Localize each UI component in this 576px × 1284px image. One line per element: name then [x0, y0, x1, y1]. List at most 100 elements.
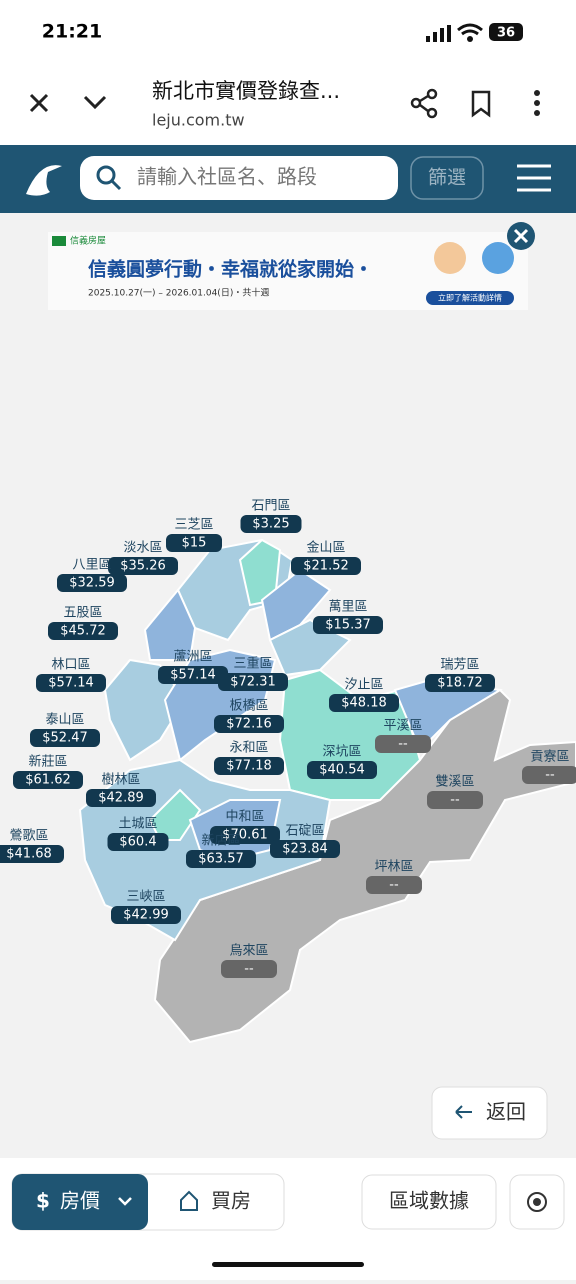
district-label[interactable]: 樹林區 $42.89 — [86, 773, 156, 808]
district-name: 蘆洲區 — [173, 650, 212, 665]
district-area[interactable] — [260, 568, 332, 642]
district-label[interactable]: 汐止區 $48.18 — [329, 677, 399, 713]
price-pill — [425, 674, 495, 692]
district-label[interactable]: 板橋區 $72.16 — [214, 699, 284, 734]
district-label[interactable]: 泰山區 $52.47 — [30, 713, 100, 748]
district-name: 三重區 — [233, 656, 272, 672]
price-pill — [221, 960, 277, 978]
buy-icon — [180, 1190, 198, 1211]
district-label[interactable]: 坪林區 -- — [366, 860, 422, 895]
back-label: 返回 — [486, 1100, 526, 1124]
hamburger[interactable] — [517, 164, 551, 192]
district-price: $72.16 — [226, 717, 272, 732]
district-label[interactable]: 鶯歌區 $41.68 — [0, 829, 64, 864]
district-label[interactable]: 林口區 $57.14 — [36, 658, 106, 693]
logo[interactable] — [26, 165, 62, 196]
price-pill — [210, 826, 280, 844]
district-label[interactable]: 中和區 $70.61 — [210, 810, 280, 845]
top-bar — [0, 0, 576, 145]
back-button[interactable] — [431, 1086, 548, 1140]
brand-mark — [52, 236, 66, 246]
district-name: 金山區 — [306, 540, 345, 556]
price-pill — [57, 574, 127, 592]
district-price: $77.18 — [226, 759, 272, 774]
buy-label: 買房 — [211, 1189, 251, 1213]
district-label[interactable]: 深坑區 $40.54 — [307, 745, 377, 780]
district-label[interactable]: 三重區 $72.31 — [218, 656, 288, 692]
price-pill — [107, 833, 169, 851]
expand[interactable] — [83, 95, 107, 110]
district-label[interactable]: 新莊區 $61.62 — [13, 754, 83, 790]
district-label[interactable]: 新店區 $63.57 — [186, 833, 256, 869]
share[interactable] — [410, 88, 438, 119]
district-label[interactable]: 石碇區 $23.84 — [270, 824, 340, 859]
district-label[interactable]: 蘆洲區 $57.14 — [158, 650, 228, 685]
district-area[interactable] — [238, 538, 282, 607]
district-price: $40.54 — [319, 763, 365, 778]
district-label[interactable]: 石門區 $3.25 — [240, 499, 302, 534]
district-price: $42.99 — [123, 908, 169, 923]
area-data-button[interactable] — [361, 1174, 497, 1230]
district-label[interactable]: 五股區 $45.72 — [48, 606, 118, 641]
district-label[interactable]: 瑞芳區 $18.72 — [425, 658, 495, 693]
battery-level: 36 — [497, 26, 515, 41]
district-name: 泰山區 — [45, 713, 84, 728]
district-name: 新店區 — [201, 833, 240, 849]
district-price: $60.4 — [119, 835, 156, 850]
district-area[interactable] — [143, 588, 197, 661]
district-label[interactable]: 淡水區 $35.26 — [108, 541, 178, 576]
district-price: $42.89 — [98, 791, 144, 806]
price-pill — [214, 715, 284, 733]
price-pill — [366, 876, 422, 894]
district-price: -- — [398, 737, 408, 752]
district-price: $3.25 — [252, 517, 289, 532]
district-label[interactable]: 雙溪區 -- — [427, 775, 483, 810]
price-pill — [108, 557, 178, 575]
district-name: 八里區 — [72, 558, 111, 573]
district-price: -- — [545, 768, 555, 783]
bookmark[interactable] — [471, 90, 491, 118]
district-price: $63.57 — [198, 852, 244, 867]
price-pill — [30, 729, 100, 747]
district-label[interactable]: 萬里區 $15.37 — [313, 600, 383, 635]
district-label[interactable]: 貢寮區 -- — [522, 749, 576, 785]
district-name: 三峽區 — [126, 890, 165, 905]
district-label[interactable]: 八里區 $32.59 — [57, 558, 127, 593]
district-price: $18.72 — [437, 676, 483, 691]
district-name: 深坑區 — [322, 745, 361, 760]
price-icon: $ — [36, 1189, 50, 1213]
price-pill — [166, 534, 222, 552]
close-tab[interactable] — [29, 93, 49, 113]
district-name: 新莊區 — [28, 754, 67, 770]
district-price: $72.31 — [230, 675, 276, 690]
district-label[interactable]: 金山區 $21.52 — [291, 540, 361, 576]
map — [78, 538, 576, 1044]
district-label[interactable]: 土城區 $60.4 — [107, 817, 169, 852]
district-label[interactable]: 烏來區 -- — [221, 943, 277, 979]
district-label[interactable]: 三峽區 $42.99 — [111, 890, 181, 925]
district-name: 永和區 — [229, 741, 268, 756]
price-chevron — [118, 1197, 132, 1206]
price-pill — [240, 515, 302, 533]
search-box[interactable] — [80, 156, 398, 200]
district-label[interactable]: 平溪區 -- — [375, 719, 431, 754]
menu-dots[interactable] — [534, 90, 540, 116]
banner-dates: 2025.10.27(一) – 2026.01.04(日)・共十週 — [88, 287, 269, 299]
district-name: 烏來區 — [229, 943, 268, 959]
district-label[interactable]: 三芝區 $15 — [166, 517, 222, 553]
back-icon — [455, 1105, 472, 1119]
filter-label: 篩選 — [428, 167, 466, 189]
area-data-label: 區域數據 — [389, 1189, 469, 1213]
price-tab[interactable] — [12, 1174, 148, 1230]
signal — [426, 25, 451, 42]
district-label[interactable]: 永和區 $77.18 — [214, 741, 284, 776]
banner-close-x — [513, 228, 529, 244]
district-name: 萬里區 — [328, 600, 367, 615]
district-name: 鶯歌區 — [9, 829, 48, 844]
district-price: $35.26 — [120, 559, 166, 574]
filter-button[interactable] — [410, 156, 484, 200]
district-name: 五股區 — [63, 606, 102, 621]
banner-cta — [426, 291, 514, 305]
district-price: $52.47 — [42, 731, 88, 746]
price-pill — [307, 761, 377, 779]
